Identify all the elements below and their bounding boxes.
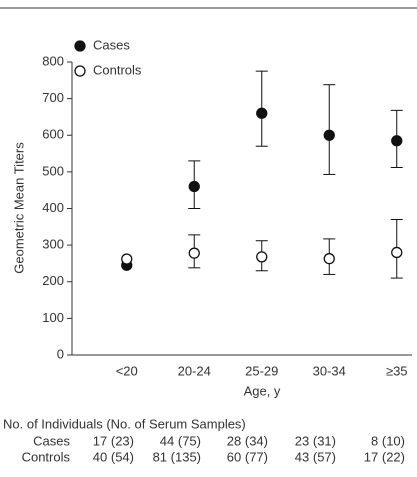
x-axis-label: Age, y (244, 383, 281, 398)
y-tick-label: 300 (42, 237, 64, 252)
x-tick-label: 30-34 (313, 363, 346, 378)
table-cell: 8 (10) (371, 433, 405, 448)
y-tick-label: 800 (42, 53, 64, 68)
table-cell: 23 (31) (295, 433, 336, 448)
point (391, 135, 403, 147)
x-tick-label: ≥35 (386, 363, 408, 378)
table-cell: 40 (54) (93, 449, 134, 464)
y-tick-label: 500 (42, 163, 64, 178)
table-cell: 43 (57) (295, 449, 336, 464)
y-tick-label: 400 (42, 200, 64, 215)
point (323, 129, 335, 141)
table-cell: 60 (77) (227, 449, 268, 464)
table-cell: 28 (34) (227, 433, 268, 448)
y-tick-label: 600 (42, 127, 64, 142)
x-tick-label: 20-24 (178, 363, 211, 378)
table-cell: 44 (75) (160, 433, 201, 448)
table-cell: 17 (22) (364, 449, 405, 464)
y-tick-label: 0 (57, 346, 64, 361)
point (188, 180, 200, 193)
x-tick-label: 25-29 (245, 363, 278, 378)
point (323, 253, 335, 265)
table-title: No. of Individuals (No. of Serum Samples… (3, 416, 246, 431)
y-tick-label: 100 (42, 310, 64, 325)
point (188, 247, 200, 259)
y-tick-label: 700 (42, 90, 64, 105)
point (391, 246, 403, 259)
legend-marker (74, 40, 86, 52)
point (256, 251, 268, 263)
legend-label: Controls (93, 62, 142, 77)
point (121, 253, 133, 265)
y-tick-label: 200 (42, 273, 64, 288)
legend-label: Cases (93, 37, 130, 52)
row-label: Cases (33, 433, 70, 448)
table-cell: 81 (135) (153, 449, 201, 464)
x-tick-label: <20 (116, 363, 138, 378)
table-cell: 17 (23) (93, 433, 134, 448)
legend-marker (74, 65, 86, 77)
y-axis-label: Geometric Mean Titers (11, 142, 26, 274)
point (256, 107, 268, 119)
row-label: Controls (22, 449, 71, 464)
